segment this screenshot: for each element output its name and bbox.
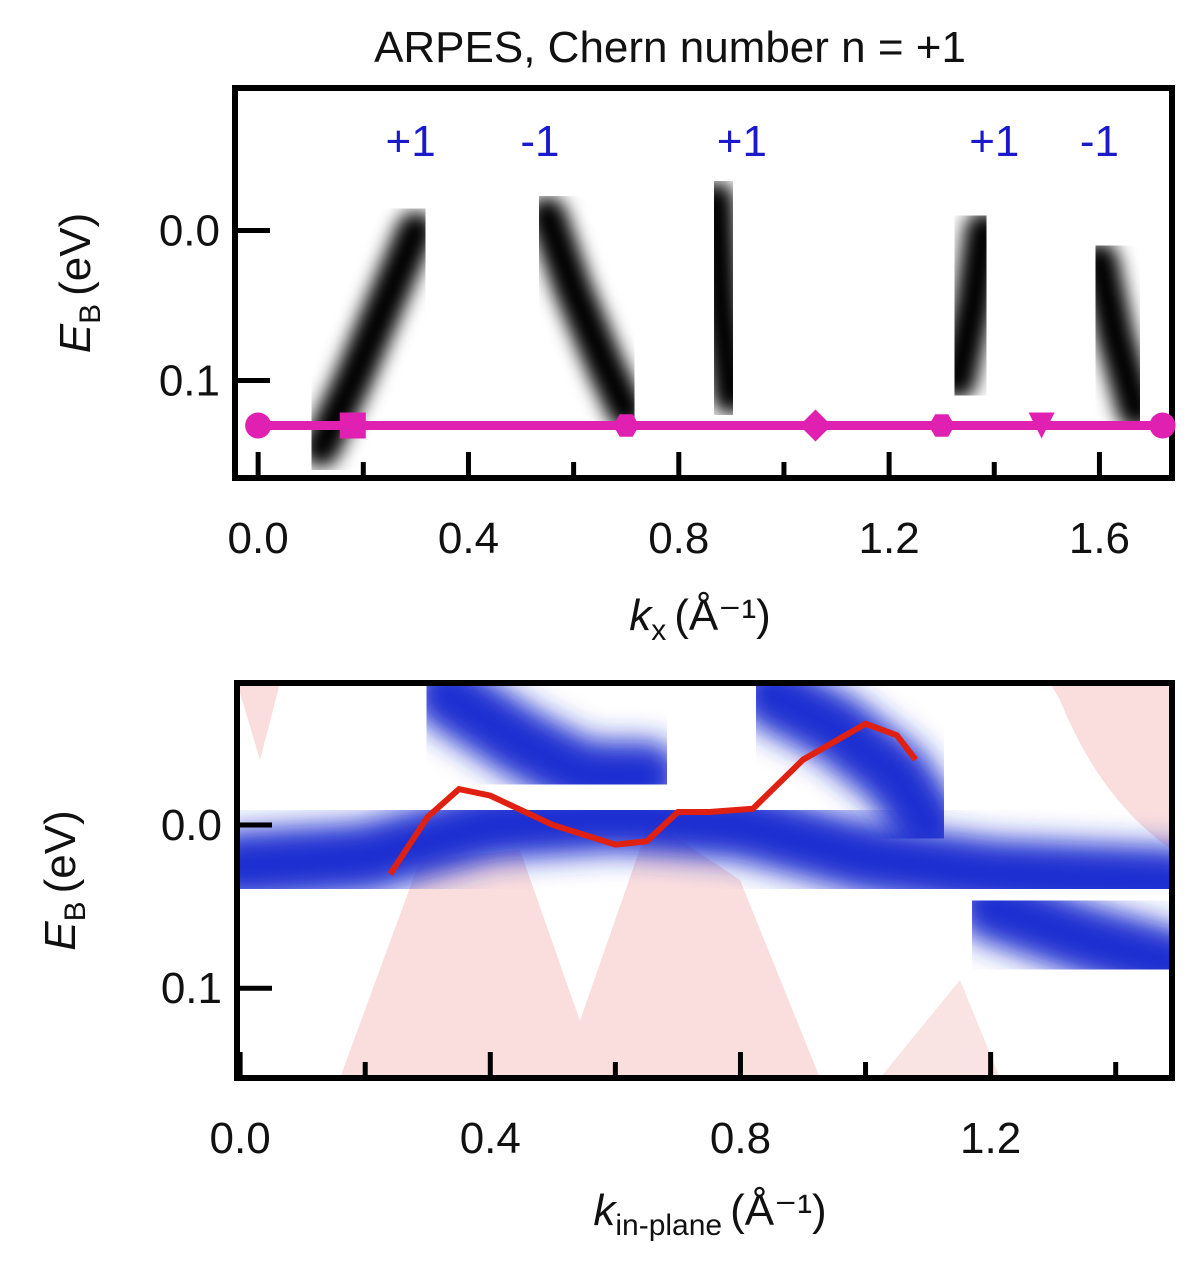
x-tick-label: 0.4 bbox=[460, 1114, 521, 1163]
x-label-unit: (Å⁻¹) bbox=[730, 1186, 827, 1235]
band-intensity bbox=[1080, 241, 1156, 430]
y-label-subscript: B bbox=[59, 901, 92, 921]
x-tick-label: 0.8 bbox=[648, 514, 709, 563]
x-label-symbol: k bbox=[629, 591, 653, 640]
y-axis-label: EB (eV) bbox=[51, 213, 107, 354]
chern-label: -1 bbox=[520, 117, 559, 166]
chern-label: -1 bbox=[1080, 117, 1119, 166]
x-label-unit: (Å⁻¹) bbox=[674, 591, 771, 640]
k-point bbox=[613, 414, 640, 437]
band-intensity bbox=[696, 181, 751, 415]
y-tick-label: 0.0 bbox=[161, 801, 222, 850]
k-point bbox=[1028, 412, 1055, 439]
chern-label: +1 bbox=[969, 117, 1019, 166]
bulk-band bbox=[411, 683, 682, 812]
x-axis-label: kx (Å⁻¹) bbox=[629, 591, 771, 647]
band-intensity bbox=[528, 196, 646, 430]
k-point bbox=[245, 412, 272, 439]
plot-area bbox=[302, 181, 1156, 467]
x-tick-label: 1.2 bbox=[960, 1114, 1021, 1163]
chern-label: +1 bbox=[717, 117, 767, 166]
bulk-band bbox=[736, 683, 964, 861]
y-tick-label: 0.0 bbox=[159, 207, 220, 256]
plot-area bbox=[237, 683, 1172, 999]
k-point bbox=[799, 409, 832, 442]
y-label-symbol: E bbox=[36, 921, 85, 951]
x-axis-label: kin-plane (Å⁻¹) bbox=[593, 1186, 826, 1242]
band-intensity bbox=[302, 211, 435, 467]
x-label-subscript: x bbox=[651, 614, 666, 647]
background-shading bbox=[237, 683, 1172, 1078]
y-tick-label: 0.1 bbox=[159, 357, 220, 406]
x-tick-label: 0.4 bbox=[438, 514, 499, 563]
x-label-subscript: in-plane bbox=[615, 1209, 722, 1242]
k-point bbox=[928, 414, 955, 437]
y-label-unit: (eV) bbox=[36, 810, 85, 893]
y-axis-label: EB (eV) bbox=[36, 810, 92, 951]
bulk-band bbox=[237, 781, 1172, 918]
x-tick-label: 0.8 bbox=[710, 1114, 771, 1163]
y-label-symbol: E bbox=[51, 323, 100, 353]
band-intensity bbox=[938, 211, 1003, 400]
x-label-symbol: k bbox=[593, 1186, 617, 1235]
y-tick-label: 0.1 bbox=[161, 964, 222, 1013]
y-label-subscript: B bbox=[74, 304, 107, 324]
plot-frame bbox=[232, 85, 1175, 481]
k-point bbox=[1149, 412, 1176, 439]
x-tick-label: 0.0 bbox=[210, 1114, 271, 1163]
chern-label: +1 bbox=[386, 117, 436, 166]
x-tick-label: 0.0 bbox=[228, 514, 289, 563]
surface-state bbox=[387, 720, 918, 876]
k-point bbox=[339, 412, 366, 439]
plot-frame bbox=[234, 680, 1175, 1081]
x-tick-label: 1.2 bbox=[859, 514, 920, 563]
x-tick-label: 1.6 bbox=[1069, 514, 1130, 563]
chart-title: ARPES, Chern number n = +1 bbox=[374, 23, 966, 72]
y-label-unit: (eV) bbox=[51, 213, 100, 296]
bulk-band bbox=[955, 871, 1172, 999]
